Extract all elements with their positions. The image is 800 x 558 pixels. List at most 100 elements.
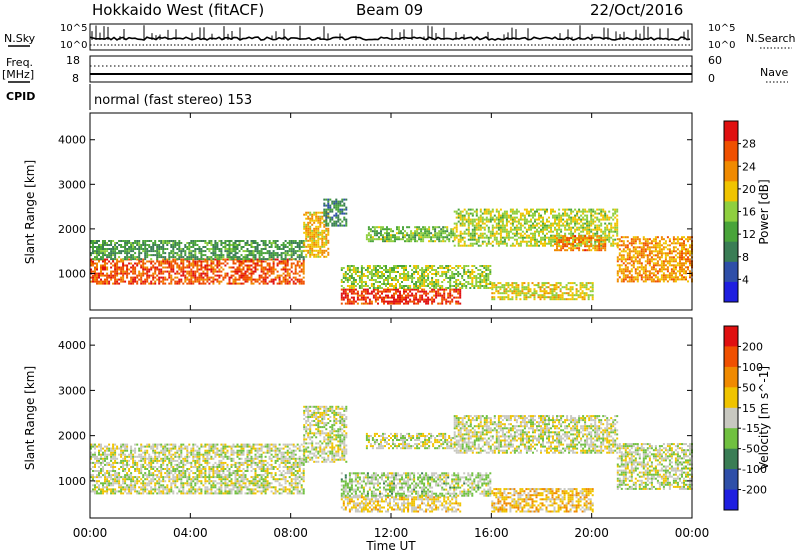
echo-cell xyxy=(536,284,538,286)
echo-cell xyxy=(313,240,315,242)
echo-cell xyxy=(241,254,243,256)
echo-cell xyxy=(351,275,353,277)
echo-cell xyxy=(530,209,532,211)
echo-cell xyxy=(353,301,355,303)
echo-cell xyxy=(134,248,136,250)
echo-cell xyxy=(526,221,528,223)
echo-cell xyxy=(102,256,104,258)
echo-cell xyxy=(604,217,606,219)
echo-cell xyxy=(460,245,462,247)
echo-cell xyxy=(335,213,337,215)
echo-cell xyxy=(92,248,94,250)
echo-cell xyxy=(637,246,639,248)
echo-cell xyxy=(427,303,429,305)
echo-cell xyxy=(464,243,466,245)
echo-cell xyxy=(267,263,269,265)
echo-cell xyxy=(279,283,281,285)
echo-cell xyxy=(560,247,562,249)
echo-cell xyxy=(614,231,616,233)
echo-cell xyxy=(483,277,485,279)
echo-cell xyxy=(216,263,218,265)
echo-cell xyxy=(404,236,406,238)
echo-cell xyxy=(532,227,534,229)
echo-cell xyxy=(126,269,128,271)
echo-cell xyxy=(192,259,194,261)
echo-cell xyxy=(106,244,108,246)
echo-cell xyxy=(265,258,267,260)
echo-cell xyxy=(474,219,476,221)
echo-cell xyxy=(341,289,343,291)
echo-cell xyxy=(482,241,484,243)
echo-cell xyxy=(94,250,96,252)
echo-cell xyxy=(532,209,534,211)
echo-cell xyxy=(329,217,331,219)
echo-cell xyxy=(612,227,614,229)
echo-cell xyxy=(476,211,478,213)
echo-cell xyxy=(552,239,554,241)
echo-cell xyxy=(341,295,343,297)
echo-cell xyxy=(335,217,337,219)
echo-cell xyxy=(542,229,544,231)
echo-cell xyxy=(214,259,216,261)
echo-cell xyxy=(299,246,301,248)
echo-cell xyxy=(277,240,279,242)
echo-cell xyxy=(530,233,532,235)
echo-cell xyxy=(184,246,186,248)
echo-cell xyxy=(516,227,518,229)
echo-cell xyxy=(675,268,677,270)
echo-cell xyxy=(661,266,663,268)
echo-cell xyxy=(162,248,164,250)
echo-cell xyxy=(152,273,154,275)
echo-cell xyxy=(287,259,289,261)
echo-cell xyxy=(138,244,140,246)
echo-cell xyxy=(218,265,220,267)
echo-cell xyxy=(393,301,395,303)
echo-cell xyxy=(505,290,507,292)
echo-cell xyxy=(558,209,560,211)
echo-cell xyxy=(122,281,124,283)
echo-cell xyxy=(645,280,647,282)
echo-cell xyxy=(491,298,493,300)
echo-cell xyxy=(134,279,136,281)
echo-cell xyxy=(192,267,194,269)
echo-cell xyxy=(433,287,435,289)
echo-cell xyxy=(570,211,572,213)
echo-cell xyxy=(415,281,417,283)
echo-cell xyxy=(570,235,572,237)
echo-cell xyxy=(237,261,239,263)
echo-cell xyxy=(528,241,530,243)
echo-cell xyxy=(408,226,410,228)
echo-cell xyxy=(667,274,669,276)
echo-cell xyxy=(576,298,578,300)
echo-cell xyxy=(617,280,619,282)
echo-cell xyxy=(512,219,514,221)
echo-cell xyxy=(390,228,392,230)
echo-cell xyxy=(507,282,509,284)
echo-cell xyxy=(259,283,261,285)
echo-cell xyxy=(192,273,194,275)
echo-cell xyxy=(663,272,665,274)
echo-cell xyxy=(506,219,508,221)
echo-cell xyxy=(349,277,351,279)
echo-cell xyxy=(160,273,162,275)
echo-cell xyxy=(198,277,200,279)
echo-cell xyxy=(305,226,307,228)
echo-cell xyxy=(484,209,486,211)
echo-cell xyxy=(202,279,204,281)
echo-cell xyxy=(528,286,530,288)
echo-cell xyxy=(437,291,439,293)
echo-cell xyxy=(385,285,387,287)
echo-cell xyxy=(263,277,265,279)
echo-cell xyxy=(522,231,524,233)
echo-cell xyxy=(315,218,317,220)
echo-cell xyxy=(206,271,208,273)
echo-cell xyxy=(233,261,235,263)
echo-cell xyxy=(277,271,279,273)
echo-cell xyxy=(570,290,572,292)
echo-cell xyxy=(126,250,128,252)
echo-cell xyxy=(548,221,550,223)
echo-cell xyxy=(542,296,544,298)
echo-cell xyxy=(423,291,425,293)
echo-cell xyxy=(96,248,98,250)
echo-cell xyxy=(463,283,465,285)
